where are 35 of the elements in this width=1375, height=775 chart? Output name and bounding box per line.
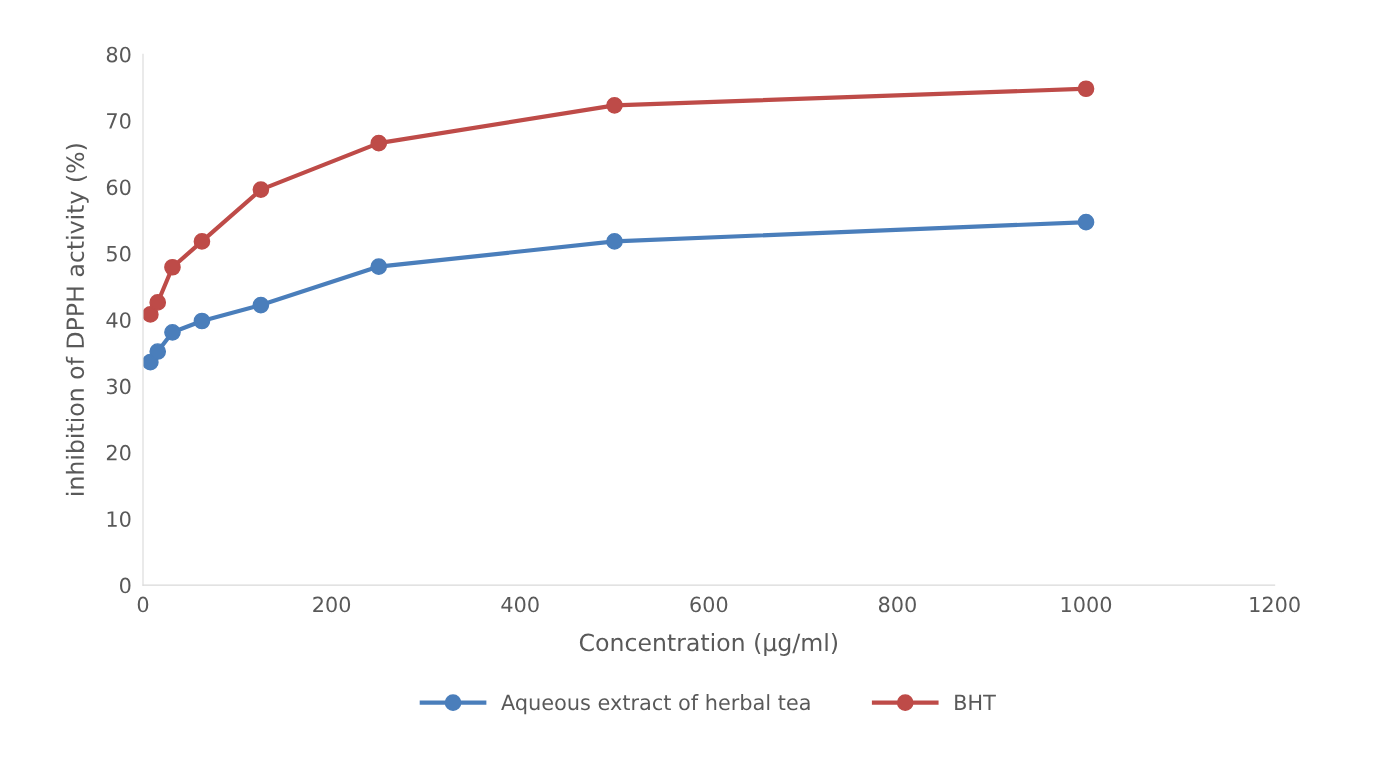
point — [143, 306, 159, 323]
y-tick-label: 40 — [106, 312, 131, 328]
y-tick-label: 20 — [106, 444, 131, 461]
y-axis-title: inhibition of DPPH activity (%) — [65, 144, 89, 495]
x-tick-label: 600 — [690, 596, 728, 613]
point — [1077, 213, 1095, 231]
y-tick-label: 0 — [120, 577, 131, 594]
x-tick-label: 0 — [137, 596, 149, 613]
y-tick-label: 60 — [106, 179, 131, 196]
y-tick-label: 50 — [106, 245, 131, 262]
x-tick-label: 800 — [878, 596, 916, 613]
legend-label: BHT — [955, 694, 996, 710]
point — [149, 343, 167, 360]
point — [149, 294, 167, 311]
x-tick-label: 1200 — [1250, 596, 1300, 613]
x-tick-label: 200 — [313, 596, 351, 613]
point — [606, 233, 623, 250]
point — [370, 134, 388, 152]
point — [606, 97, 623, 114]
x-axis-title: Concentration (µg/ml) — [579, 633, 838, 656]
point — [193, 233, 211, 250]
point — [164, 323, 181, 341]
y-tick-label: 10 — [107, 511, 131, 527]
legend-label: Aqueous extract of herbal tea — [501, 694, 810, 715]
point — [193, 312, 211, 330]
y-tick-label: 70 — [107, 113, 131, 129]
x-tick-label: 1000 — [1061, 596, 1112, 613]
x-tick-label: 400 — [501, 596, 539, 613]
point — [252, 296, 270, 314]
point — [370, 258, 388, 275]
point — [1077, 80, 1095, 98]
point — [252, 181, 270, 198]
y-tick-label: 80 — [106, 46, 131, 63]
point — [164, 258, 181, 276]
y-tick-label: 30 — [106, 378, 131, 395]
